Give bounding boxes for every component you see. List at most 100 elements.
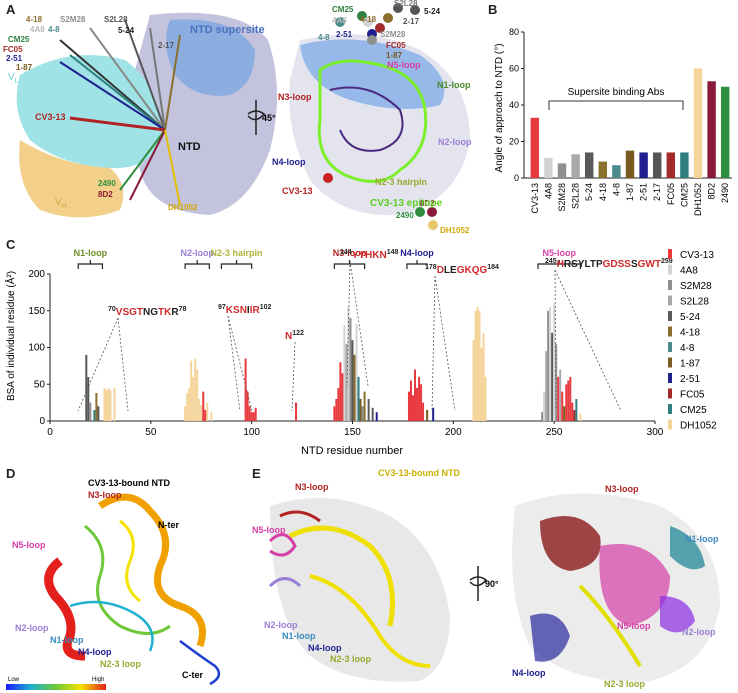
- bsa-bar: [420, 384, 423, 421]
- bsa-bar: [343, 325, 346, 421]
- bsa-bar: [196, 369, 199, 421]
- right-ntd-surface-illustration: [289, 3, 470, 230]
- bsa-bar: [198, 398, 201, 421]
- chart-b-ytick-label: 80: [509, 27, 519, 37]
- chart-b-ytick-label: 40: [509, 100, 519, 110]
- chart-b-xtick-label: CM25: [679, 183, 689, 207]
- ab-label-s2l28: S2L28: [104, 15, 128, 24]
- bsa-bar: [375, 412, 378, 421]
- r-ab-label-5-24: 5-24: [424, 7, 441, 16]
- residue-leader-line: [434, 275, 456, 412]
- chart-c-ytick-label: 100: [28, 343, 45, 354]
- bsa-bar: [484, 376, 487, 421]
- bsa-bar: [409, 380, 412, 421]
- bsa-bar: [547, 310, 550, 421]
- putty-structure-illustration: [44, 493, 221, 686]
- panel-a-structure: NTD supersite NTD VL VH CV3-13 4-18 S2M2…: [3, 0, 472, 235]
- supersite-bracket: [548, 100, 684, 110]
- bsa-bar: [333, 406, 336, 421]
- r-ab-label-2-17: 2-17: [403, 17, 420, 26]
- bsa-bar: [93, 409, 96, 421]
- chart-b-xtick-label: 4-8: [611, 183, 621, 196]
- legend-label: 1-87: [680, 359, 700, 370]
- ntd-supersite-label: NTD supersite: [190, 24, 265, 36]
- r-ab-label-4-18: 4-18: [360, 15, 377, 24]
- e-right-label-n1: N1-loop: [685, 534, 719, 544]
- e-left-label-n2: N2-loop: [264, 620, 298, 630]
- bar-8d2: [707, 81, 716, 178]
- residue-sequence-label: 70VSGTNGTKR78: [108, 306, 187, 318]
- bsa-bar: [567, 380, 570, 421]
- ab-label-2-17: 2-17: [158, 41, 175, 50]
- chart-c-xtick-label: 0: [47, 427, 53, 438]
- bsa-bar: [188, 387, 191, 421]
- chart-b-ytick-label: 20: [509, 137, 519, 147]
- ntd-label: NTD: [178, 141, 201, 153]
- r-ab-label-cm25: CM25: [332, 5, 354, 14]
- loop-name-label: N1-loop: [74, 248, 108, 258]
- chart-b-xtick-label: S2M28: [557, 183, 567, 212]
- bsa-bar: [559, 369, 562, 421]
- chart-b-xtick-label: 2490: [720, 183, 730, 203]
- bsa-bar: [335, 398, 338, 421]
- bsa-bar: [250, 412, 253, 421]
- loop-bracket: [333, 260, 366, 269]
- bsa-bar: [569, 376, 572, 421]
- chart-b-xtick-label: 2-51: [639, 183, 649, 201]
- e-left-label-n4: N4-loop: [308, 643, 342, 653]
- chart-b-xtick-label: S2L28: [571, 183, 581, 209]
- r-ab-label-2490: 2490: [396, 211, 414, 220]
- residue-leader-line: [227, 315, 241, 412]
- bsa-bar: [107, 387, 110, 421]
- legend-label: CV3-13: [680, 250, 714, 261]
- ab-label-4-8: 4-8: [48, 25, 60, 34]
- bsa-bar: [432, 407, 435, 421]
- chart-c-xtick-label: 100: [243, 427, 260, 438]
- chart-c-bsa: BSA of individual residue (Å²) NTD resid…: [4, 248, 717, 457]
- residue-sequence-label: 97KSNIIR102: [218, 304, 271, 316]
- legend-swatch: [668, 373, 672, 383]
- bsa-bar: [478, 310, 481, 421]
- chart-c-ytick-label: 150: [28, 306, 45, 317]
- loop-name-label: N2-3 hairpin: [211, 248, 263, 258]
- bsa-bar: [186, 393, 189, 421]
- chart-b-xtick-label: 1-87: [625, 183, 635, 201]
- loop-bracket: [220, 260, 253, 269]
- rotation-90-label: 90°: [485, 579, 499, 589]
- loop-label-n23: N2-3 hairpin: [375, 177, 427, 187]
- b-factor-color-scale: [6, 684, 106, 690]
- bsa-bar: [244, 358, 247, 421]
- bar-5-24: [584, 152, 594, 178]
- bsa-bar: [418, 376, 421, 421]
- rotation-90-arrow-icon: [469, 566, 488, 601]
- chart-b-xtick-label: CV3-13: [530, 183, 540, 214]
- bsa-bar: [246, 391, 249, 421]
- legend-label: 4A8: [680, 266, 698, 277]
- chart-b-ytick-label: 60: [509, 64, 519, 74]
- legend-swatch: [668, 388, 672, 399]
- bsa-bar: [472, 340, 475, 421]
- ab-label-fc05: FC05: [3, 45, 23, 54]
- loop-bracket: [537, 260, 581, 269]
- d-label-n3-loop: N3-loop: [88, 490, 122, 500]
- loop-bracket: [406, 260, 428, 269]
- chart-b-xtick-label: 5-24: [584, 183, 594, 201]
- left-complex-illustration: [16, 12, 278, 218]
- ab-label-dh1052: DH1052: [168, 203, 198, 212]
- bsa-bar: [579, 413, 582, 421]
- e-left-label-n1: N1-loop: [282, 631, 316, 641]
- bsa-bar: [200, 404, 203, 421]
- chart-b-xtick-label: FC05: [666, 183, 676, 205]
- bsa-bar: [565, 384, 568, 421]
- bsa-bar: [210, 412, 213, 421]
- legend-label: S2M28: [680, 281, 712, 292]
- residue-leader-line: [117, 317, 129, 412]
- bar-4-8: [612, 165, 621, 178]
- ab-label-1-87: 1-87: [16, 63, 33, 72]
- chart-b-angle-of-approach: Angle of approach to NTD (°) 0 20 40 60 80 C…: [494, 27, 732, 216]
- legend-label: 2-51: [680, 374, 700, 385]
- residue-leader-line: [349, 260, 369, 387]
- chart-b-xtick-label: 4-18: [598, 183, 608, 201]
- loop-name-label: N3-loop: [333, 248, 367, 258]
- chart-c-ytick-label: 0: [39, 416, 45, 427]
